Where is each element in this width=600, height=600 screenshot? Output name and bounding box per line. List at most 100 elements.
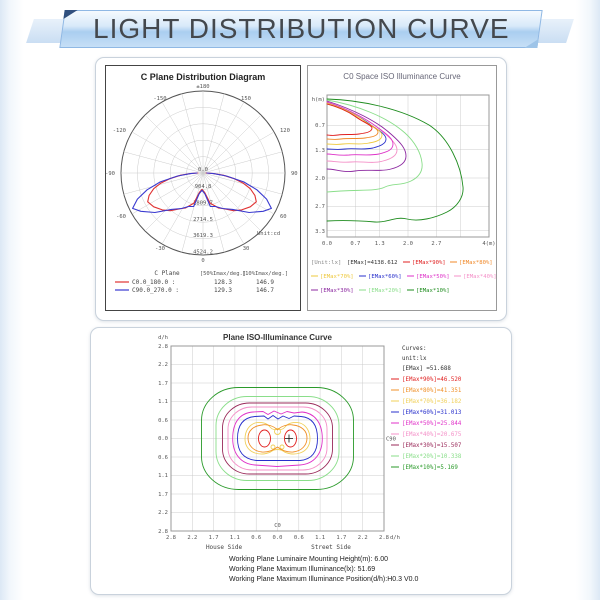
unit-label: Unit:cd — [257, 231, 280, 237]
street-side-label: Street Side — [311, 544, 351, 551]
iso-curve-60pct — [326, 102, 387, 150]
legend-level: [EMax*50%] — [416, 274, 450, 280]
iso-curve-20pct — [326, 99, 423, 193]
top-charts-panel: C Plane Distribution Diagram ±180 -150 1… — [95, 57, 507, 321]
legend-series-50pct: 129.3 — [214, 287, 232, 294]
x-tick: 2.8 — [166, 535, 176, 541]
legend-emax: [EMax]=4138.612 — [347, 260, 398, 266]
legend-series-name: C90.0_270.0 : — [132, 287, 179, 294]
angle-tick: -60 — [116, 214, 126, 220]
legend-level: [EMax*40%]=20.675 — [402, 432, 462, 438]
iso-curves — [326, 98, 464, 223]
bottom-chart-panel: Plane ISO-Illuminance Curve d/h 2.8 2.2 … — [90, 327, 512, 595]
legend-series-50pct: 128.3 — [214, 279, 232, 286]
x-tick: 0.7 — [350, 241, 360, 247]
y-axis: 2.8 2.2 1.7 1.1 0.6 0.0 0.6 1.1 1.7 2.2 … — [158, 344, 168, 535]
legend-series-name: C0.0_180.0 : — [132, 279, 175, 286]
polar-legend: C Plane [50%Imax/deg.] [10%Imax/deg.] C0… — [115, 270, 288, 294]
legend-col50-header: [50%Imax/deg.] — [200, 271, 246, 277]
legend-series-10pct: 146.9 — [256, 279, 274, 286]
chart-footer: Working Plane Luminaire Mounting Height(… — [229, 556, 418, 583]
angle-tick: -150 — [153, 96, 166, 102]
x-axis: 2.8 2.2 1.7 1.1 0.6 0.0 0.6 1.1 1.7 2.2 … — [166, 535, 400, 541]
y-tick: 2.7 — [315, 204, 325, 210]
iso-curve-30pct — [326, 100, 407, 172]
c0-plane-label: C0 — [274, 523, 281, 529]
plot-border — [326, 94, 490, 238]
angle-tick: 90 — [291, 171, 298, 177]
c0-space-iso-chart: C0 Space ISO Illuminance Curve h(m) 0.7 … — [307, 65, 497, 311]
y-axis: h(m) 0.7 1.3 2.0 2.7 3.3 — [312, 97, 325, 235]
legend-level: [EMax*50%]=25.844 — [402, 421, 462, 427]
contour-30pct — [222, 402, 333, 475]
chart-title: C0 Space ISO Illuminance Curve — [343, 72, 461, 81]
legend-series-10pct: 146.7 — [256, 287, 274, 294]
x-tick: 2.0 — [403, 241, 413, 247]
legend-emax: [EMax] =51.688 — [402, 366, 451, 372]
radial-tick: 3619.3 — [193, 233, 213, 239]
y-tick: 1.3 — [315, 148, 325, 154]
x-tick: 2.8 — [379, 535, 389, 541]
x-tick: 1.3 — [375, 241, 385, 247]
x-tick: 2.7 — [431, 241, 441, 247]
contour-legend: Curves: unit:lx [EMax] =51.688 [EMax*90%… — [391, 346, 462, 471]
legend-level: [EMax*90%] — [412, 260, 446, 266]
angle-tick: 0 — [201, 258, 204, 264]
angle-tick: 120 — [280, 128, 290, 134]
page-title: LIGHT DISTRIBUTION CURVE — [92, 13, 510, 44]
x-tick: 0.0 — [322, 241, 332, 247]
x-tick: 1.1 — [230, 535, 240, 541]
iso-curve-50pct — [326, 101, 394, 156]
contour-50pct — [232, 410, 323, 467]
x-tick: 2.2 — [358, 535, 368, 541]
iso-curve-10pct — [326, 98, 464, 223]
legend-level: [EMax*10%]=5.169 — [402, 465, 458, 471]
legend-level: [EMax*10%] — [416, 288, 450, 294]
c90-plane-label: C90 — [386, 437, 396, 443]
legend-unit: [Unit:lx] — [311, 260, 341, 266]
polar-radial-labels: 0.0 904.8 1809.7 2714.5 3619.3 4524.2 — [193, 167, 213, 256]
polar-grid — [120, 90, 286, 256]
curve-c0-180 — [147, 172, 257, 212]
y-axis-label: d/h — [158, 335, 168, 341]
polar-angle-labels: ±180 -150 150 -120 120 -90 90 -60 60 -30… — [105, 84, 298, 264]
contour-90pct — [258, 429, 297, 448]
legend-col10-header: [10%Imax/deg.] — [242, 271, 288, 277]
legend-plane-header: C Plane — [154, 270, 180, 277]
y-tick: 0.6 — [158, 455, 168, 461]
x-tick: 2.2 — [187, 535, 197, 541]
legend-level: [EMax*30%]=15.507 — [402, 443, 462, 449]
legend-level: [EMax*80%]=41.351 — [402, 388, 462, 394]
angle-tick: 30 — [243, 246, 250, 252]
contour-70pct — [244, 421, 311, 455]
x-tick: 1.7 — [336, 535, 346, 541]
x-tick: 0.6 — [294, 535, 304, 541]
contours — [201, 387, 354, 490]
legend-level: [EMax*90%]=46.520 — [402, 377, 462, 383]
y-tick: 3.3 — [315, 229, 325, 235]
grid — [170, 345, 385, 532]
iso-legend: [Unit:lx] [EMax]=4138.612 [EMax*90%] [EM… — [311, 260, 497, 294]
y-tick: 0.7 — [315, 123, 325, 129]
y-tick: 1.1 — [158, 473, 168, 479]
page-header-banner: LIGHT DISTRIBUTION CURVE — [0, 6, 600, 48]
y-tick: 1.7 — [158, 381, 168, 387]
legend-level: [EMax*80%] — [459, 260, 493, 266]
angle-tick: -90 — [105, 171, 115, 177]
angle-tick: -120 — [113, 128, 126, 134]
y-tick: 2.8 — [158, 529, 168, 535]
angle-tick: ±180 — [196, 84, 209, 90]
house-side-label: House Side — [206, 544, 243, 551]
contour-60pct — [237, 415, 318, 461]
legend-level: [EMax*40%] — [463, 274, 497, 280]
y-tick: 2.2 — [158, 510, 168, 516]
x-axis-label: d/h — [390, 535, 400, 541]
banner-plate: LIGHT DISTRIBUTION CURVE — [59, 10, 543, 48]
x-tick: 0.0 — [273, 535, 283, 541]
radial-tick: 904.8 — [195, 184, 212, 190]
legend-unit: unit:lx — [402, 356, 427, 362]
legend-level: [EMax*60%] — [368, 274, 402, 280]
iso-curve-90pct — [326, 103, 373, 136]
grid — [326, 95, 490, 237]
radial-tick: 2714.5 — [193, 217, 213, 223]
